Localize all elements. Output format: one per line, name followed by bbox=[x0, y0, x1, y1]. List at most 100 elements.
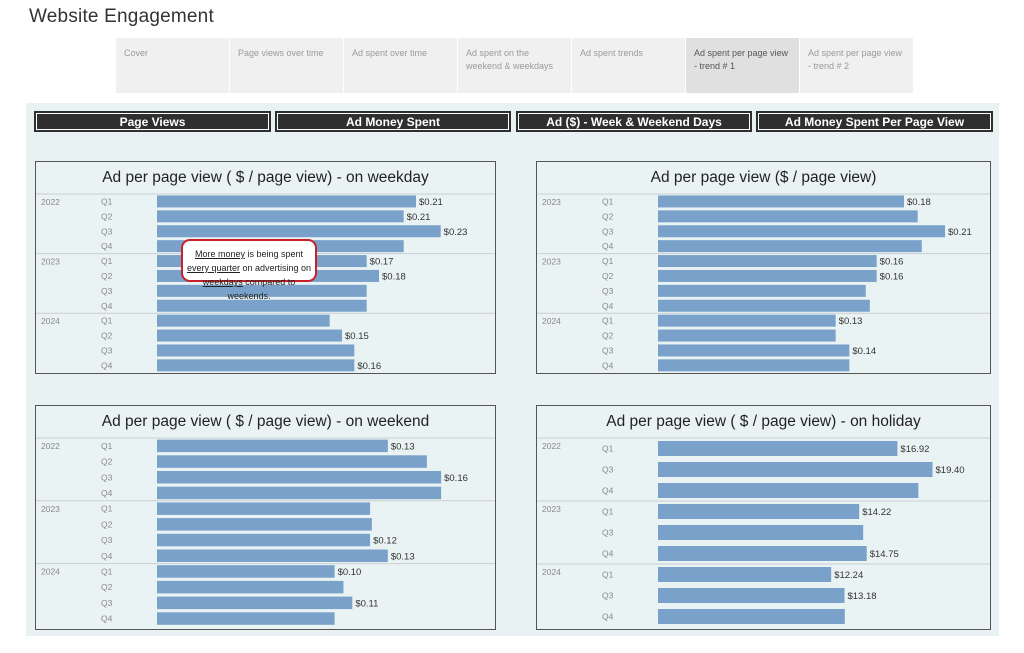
nav-ad-money-spent-button[interactable]: Ad Money Spent bbox=[275, 111, 511, 132]
bar-data-label: $0.16 bbox=[880, 271, 904, 282]
quarter-tick-label: Q2 bbox=[602, 271, 614, 281]
bar bbox=[658, 359, 850, 372]
bar bbox=[658, 329, 836, 342]
quarter-tick-label: Q3 bbox=[602, 465, 614, 475]
year-tick-label: 2023 bbox=[41, 257, 60, 267]
quarter-tick-label: Q3 bbox=[101, 535, 113, 545]
year-tick-label: 2023 bbox=[542, 504, 561, 514]
quarter-tick-label: Q1 bbox=[602, 507, 614, 517]
quarter-tick-label: Q3 bbox=[101, 226, 113, 236]
quarter-tick-label: Q4 bbox=[101, 301, 113, 311]
bar bbox=[658, 462, 933, 477]
bar-data-label: $0.15 bbox=[345, 331, 369, 342]
bar bbox=[658, 255, 877, 268]
quarter-tick-label: Q3 bbox=[602, 345, 614, 355]
bar-data-label: $0.11 bbox=[355, 598, 378, 609]
tab-ad-spent-over-time[interactable]: Ad spent over time bbox=[344, 38, 458, 93]
quarter-tick-label: Q4 bbox=[602, 612, 614, 622]
bar bbox=[157, 580, 344, 594]
quarter-tick-label: Q1 bbox=[602, 256, 614, 266]
bar-data-label: $0.16 bbox=[357, 361, 381, 372]
nav-ad-week-weekend-button[interactable]: Ad ($) - Week & Weekend Days bbox=[516, 111, 752, 132]
quarter-tick-label: Q4 bbox=[101, 488, 113, 498]
callout-text-part: More money bbox=[194, 249, 245, 259]
year-tick-label: 2024 bbox=[41, 567, 60, 577]
bar bbox=[157, 596, 353, 610]
story-tabs: Cover Page views over time Ad spent over… bbox=[116, 38, 914, 93]
bar bbox=[157, 344, 355, 357]
tab-cover[interactable]: Cover bbox=[116, 38, 230, 93]
quarter-tick-label: Q4 bbox=[602, 241, 614, 251]
quarter-tick-label: Q3 bbox=[602, 226, 614, 236]
quarter-tick-label: Q3 bbox=[602, 528, 614, 538]
app-title: Website Engagement bbox=[29, 6, 214, 27]
year-tick-label: 2022 bbox=[41, 441, 60, 451]
chart-title: Ad per page view ( $ / page view) - on w… bbox=[101, 413, 430, 430]
quarter-tick-label: Q2 bbox=[101, 519, 113, 529]
overall-chart-svg: 2023 Q1 $0.18 Q2 Q3 $0.21 Q4 2023 Q1 $0.16 Q2 $0.16… bbox=[537, 193, 990, 372]
quarter-tick-label: Q3 bbox=[101, 345, 113, 355]
quarter-tick-label: Q1 bbox=[602, 196, 614, 206]
bar-data-label: $0.21 bbox=[407, 212, 431, 223]
quarter-tick-label: Q3 bbox=[101, 598, 113, 608]
weekend-chart-svg: 2022 Q1 $0.13 Q2 Q3 $0.16 Q4 2023 Q1 Q2 Q3 $0.12 Q4 $… bbox=[36, 437, 495, 625]
bar-data-label: $14.22 bbox=[862, 507, 891, 518]
bar bbox=[157, 225, 441, 238]
bar-data-label: $0.18 bbox=[382, 271, 406, 282]
quarter-tick-label: Q1 bbox=[101, 441, 113, 451]
tab-page-views-over-time[interactable]: Page views over time bbox=[230, 38, 344, 93]
bar bbox=[658, 588, 845, 603]
holiday-chart: Ad per page view ( $ / page view) - on h… bbox=[536, 405, 991, 630]
bar-data-label: $19.40 bbox=[936, 465, 965, 476]
bar bbox=[157, 359, 355, 372]
quarter-tick-label: Q1 bbox=[101, 196, 113, 206]
bar bbox=[157, 471, 442, 484]
quarter-tick-label: Q1 bbox=[602, 570, 614, 580]
bar bbox=[157, 533, 371, 547]
bar bbox=[157, 612, 335, 625]
quarter-tick-label: Q2 bbox=[101, 331, 113, 341]
year-tick-label: 2024 bbox=[41, 316, 60, 326]
quarter-tick-label: Q1 bbox=[101, 316, 113, 326]
holiday-chart-svg: 2022 Q1 $16.92 Q3 $19.40 Q4 2023 Q1 $14.22 Q3 Q4 $1… bbox=[537, 437, 990, 624]
bar-data-label: $0.13 bbox=[391, 551, 415, 562]
bar bbox=[658, 344, 850, 357]
quarter-tick-label: Q2 bbox=[101, 582, 113, 592]
nav-ad-per-page-view-button[interactable]: Ad Money Spent Per Page View bbox=[756, 111, 993, 132]
tab-ad-spent-per-page-view-trend-2[interactable]: Ad spent per page view - trend # 2 bbox=[800, 38, 914, 93]
quarter-tick-label: Q4 bbox=[602, 549, 614, 559]
year-tick-label: 2022 bbox=[41, 197, 60, 207]
bar-data-label: $0.10 bbox=[338, 567, 362, 578]
bar bbox=[157, 299, 367, 312]
weekend-chart: Ad per page view ( $ / page view) - on w… bbox=[35, 405, 496, 630]
tab-ad-spent-trends[interactable]: Ad spent trends bbox=[572, 38, 686, 93]
bar bbox=[157, 455, 427, 468]
bar bbox=[157, 210, 404, 223]
quarter-tick-label: Q4 bbox=[101, 241, 113, 251]
bar bbox=[658, 314, 836, 327]
bar bbox=[157, 439, 388, 453]
bar bbox=[157, 329, 342, 342]
callout-text-part: is being spent bbox=[244, 249, 304, 259]
quarter-tick-label: Q2 bbox=[602, 211, 614, 221]
bar bbox=[157, 502, 371, 515]
bar bbox=[157, 549, 388, 562]
tab-ad-spent-per-page-view-trend-1[interactable]: Ad spent per page view - trend # 1 bbox=[686, 38, 800, 93]
quarter-tick-label: Q4 bbox=[602, 301, 614, 311]
callout-text-part: on advertising on bbox=[239, 263, 312, 273]
quarter-tick-label: Q3 bbox=[602, 286, 614, 296]
bar-data-label: $0.14 bbox=[852, 346, 876, 357]
bar-data-label: $16.92 bbox=[900, 444, 929, 455]
bar bbox=[157, 314, 330, 327]
quarter-tick-label: Q2 bbox=[101, 271, 113, 281]
quarter-tick-label: Q2 bbox=[602, 331, 614, 341]
quarter-tick-label: Q1 bbox=[101, 256, 113, 266]
quarter-tick-label: Q3 bbox=[101, 286, 113, 296]
bar bbox=[157, 486, 442, 500]
quarter-tick-label: Q4 bbox=[602, 486, 614, 496]
bar bbox=[658, 269, 877, 282]
tab-ad-spent-weekend-weekdays[interactable]: Ad spent on the weekend & weekdays bbox=[458, 38, 572, 93]
year-tick-label: 2023 bbox=[542, 197, 561, 207]
bar-data-label: $14.75 bbox=[870, 549, 899, 560]
nav-page-views-button[interactable]: Page Views bbox=[34, 111, 271, 132]
